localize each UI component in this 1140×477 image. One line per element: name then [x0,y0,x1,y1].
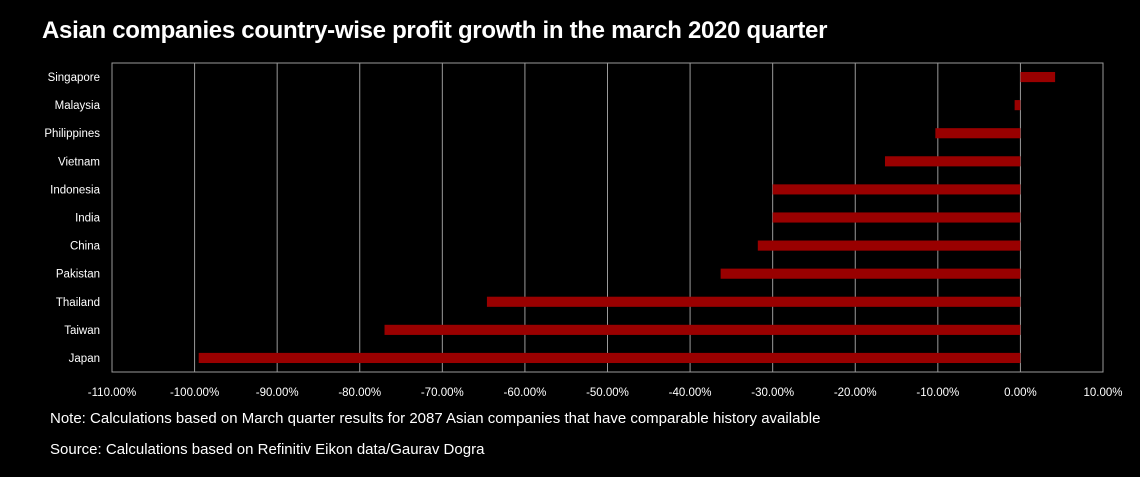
bar-china [757,240,1021,251]
x-tick-label: -110.00% [88,387,136,399]
category-label-malaysia: Malaysia [55,100,101,112]
bar-indonesia [772,184,1021,195]
x-tick-label: -50.00% [586,387,629,399]
bar-india [772,212,1021,223]
x-tick-label: -70.00% [421,387,464,399]
category-label-china: China [70,241,101,253]
source-note: Source: Calculations based on Refinitiv … [50,441,485,458]
x-tick-label: -100.00% [170,387,219,399]
category-label-india: India [75,213,101,225]
category-label-vietnam: Vietnam [58,156,100,168]
category-label-japan: Japan [69,353,100,365]
bar-japan [198,352,1021,364]
chart-title: Asian companies country-wise profit grow… [42,17,828,44]
category-label-thailand: Thailand [56,297,100,309]
bar-malaysia [1014,100,1021,111]
category-label-pakistan: Pakistan [56,269,100,281]
x-tick-label: -20.00% [834,387,877,399]
category-label-taiwan: Taiwan [64,325,100,337]
bar-pakistan [720,268,1021,279]
x-axis-tick-labels: -110.00% -100.00% -90.00% -80.00% -70.00% -60… [88,387,1123,399]
bar-taiwan [384,324,1021,335]
x-tick-label: 10.00% [1083,387,1122,399]
footnote: Note: Calculations based on March quarte… [50,410,821,427]
x-tick-label: -60.00% [503,387,546,399]
category-label-indonesia: Indonesia [50,184,100,196]
category-labels: Singapore Malaysia Philippines Vietnam Indon… [44,72,100,365]
category-label-singapore: Singapore [48,72,100,84]
bar-philippines [935,128,1021,139]
bar-vietnam [884,156,1021,167]
x-tick-label: -30.00% [751,387,794,399]
x-tick-label: 0.00% [1004,387,1037,399]
x-tick-label: -90.00% [256,387,299,399]
bars [198,71,1056,364]
category-label-philippines: Philippines [44,128,100,140]
x-tick-label: -40.00% [669,387,712,399]
bar-thailand [486,296,1021,307]
x-tick-label: -80.00% [338,387,381,399]
bar-chart: Singapore Malaysia Philippines Vietnam Indon… [44,62,1123,399]
bar-singapore [1020,71,1056,83]
x-tick-label: -10.00% [916,387,959,399]
